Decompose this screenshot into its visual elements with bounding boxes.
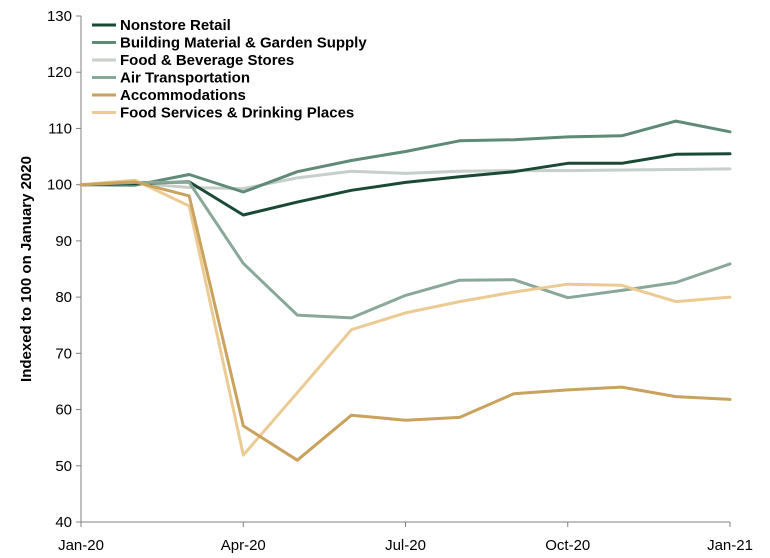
legend-label: Food & Beverage Stores (120, 52, 294, 69)
x-tick-label: Jul-20 (385, 537, 426, 554)
y-axis-title: Indexed to 100 on January 2020 (18, 156, 35, 382)
legend-label: Food Services & Drinking Places (120, 105, 354, 122)
x-tick-label: Apr-20 (221, 537, 266, 554)
axes: 40 50 60 70 80 90 100 110 120 130 Jan-20 Apr-20 Jul-… (47, 8, 753, 554)
series-line (79, 119, 732, 194)
y-tick-label: 90 (55, 233, 72, 250)
legend-label: Building Material & Garden Supply (120, 35, 367, 52)
y-tick-label: 70 (55, 345, 72, 362)
x-tick-label: Jan-20 (58, 537, 104, 554)
y-tick-label: 50 (55, 458, 72, 475)
series-lines (79, 119, 732, 462)
legend-label: Accommodations (120, 87, 246, 104)
series-line (79, 180, 732, 320)
y-tick-label: 60 (55, 402, 72, 419)
series-line (79, 152, 732, 217)
y-tick-label: 100 (47, 177, 72, 194)
y-tick-label: 40 (55, 514, 72, 531)
y-tick-label: 120 (47, 64, 72, 81)
y-tick-label: 110 (48, 120, 72, 137)
legend-label: Air Transportation (120, 70, 250, 87)
x-tick-label: Jan-21 (707, 537, 753, 554)
series-line (79, 180, 732, 462)
y-tick-label: 130 (47, 8, 72, 25)
series-line (79, 167, 732, 191)
y-tick-label: 80 (55, 289, 72, 306)
series-line (79, 178, 732, 457)
legend-label: Nonstore Retail (120, 17, 231, 34)
x-tick-label: Oct-20 (545, 537, 590, 554)
